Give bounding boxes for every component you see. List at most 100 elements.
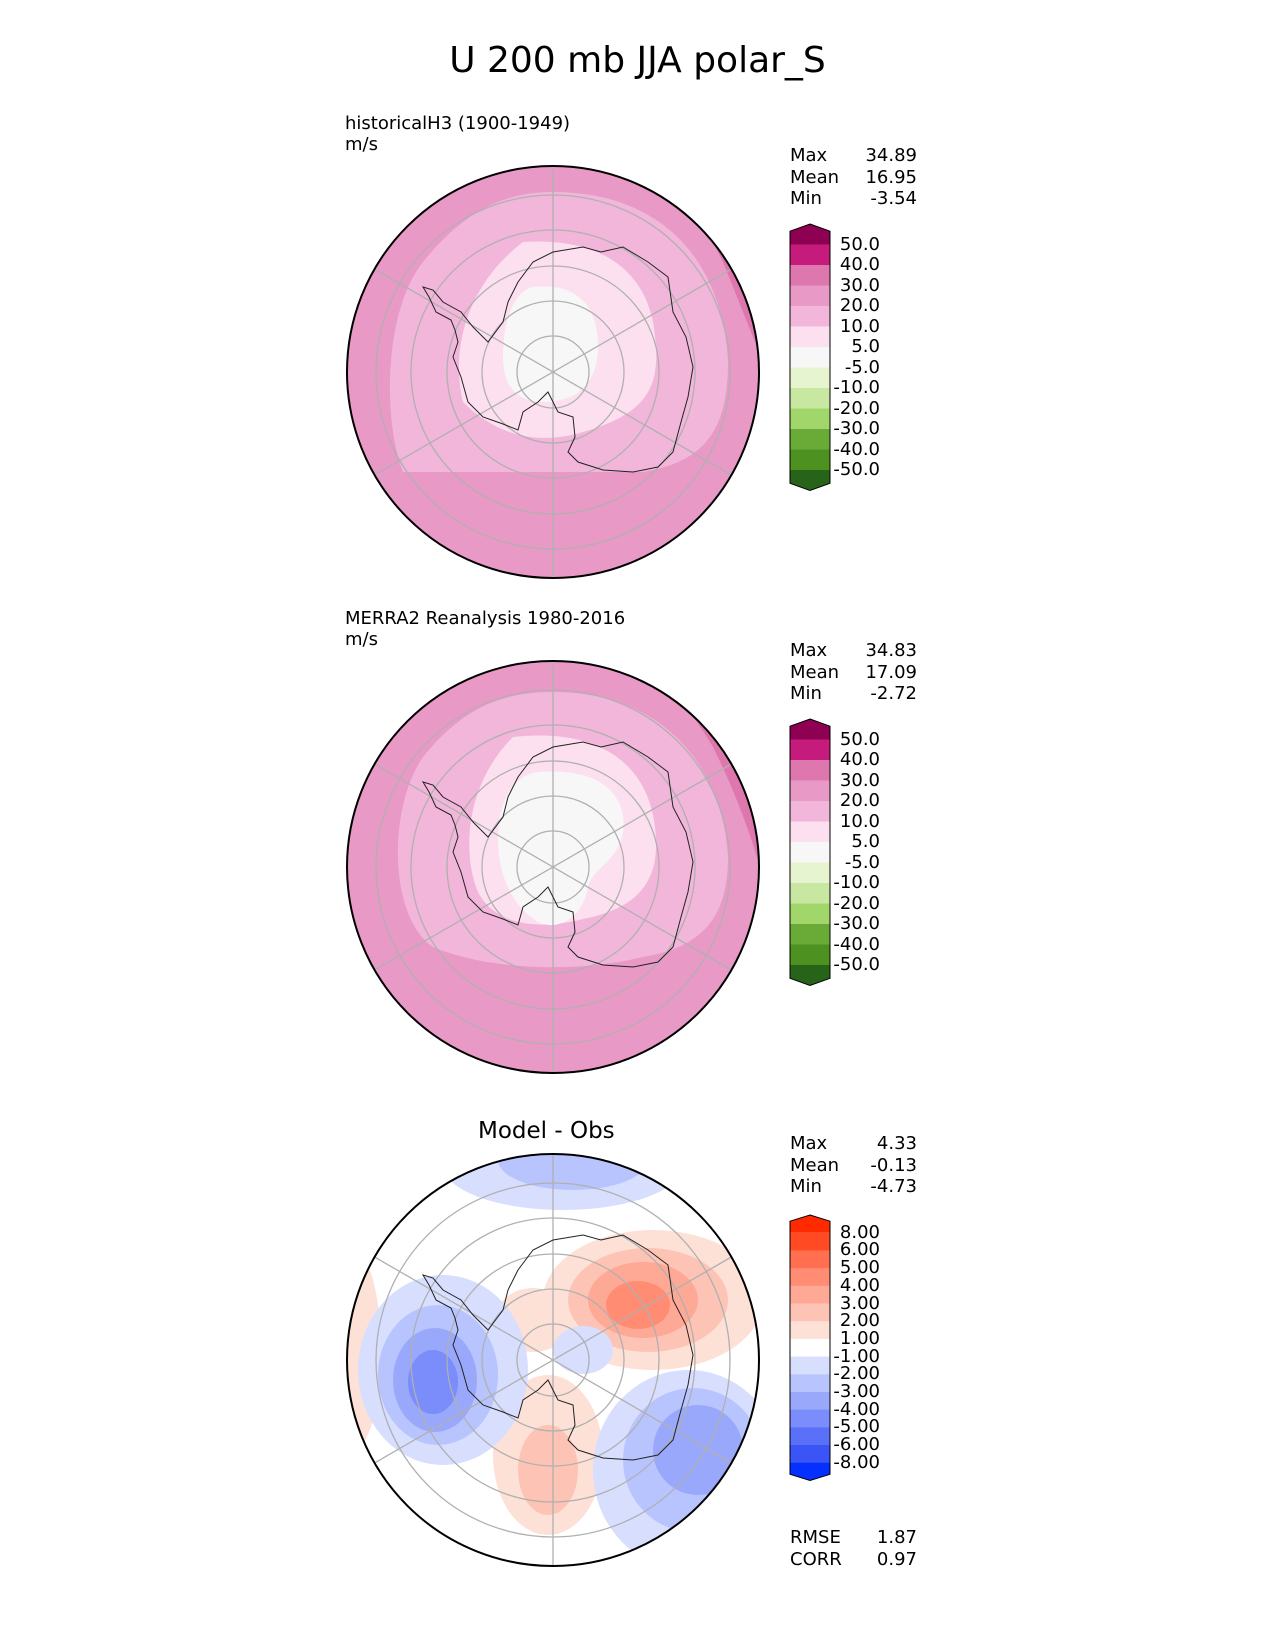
panel-3-metrics: RMSE 1.87 CORR 0.97 xyxy=(790,1527,917,1570)
colorbar-tick-label: -20.0 xyxy=(833,892,880,914)
colorbar-tick-label: -5.0 xyxy=(844,356,880,378)
colorbar-tick-label: -30.0 xyxy=(833,418,880,439)
colorbar-swatch xyxy=(790,1338,830,1358)
colorbar-tick-label: -40.0 xyxy=(833,933,880,955)
colorbar-tick-label: -30.0 xyxy=(833,913,880,934)
colorbar-swatch xyxy=(790,760,830,781)
anomaly-neg-se-3 xyxy=(653,1405,743,1495)
colorbar-swatch xyxy=(790,347,830,368)
colorbar-swatch xyxy=(790,244,830,266)
panel-2-stats: Max 34.83 Mean 17.09 Min -2.72 xyxy=(790,640,917,704)
colorbar-tick-label: 6.00 xyxy=(839,1239,880,1261)
panel-1-units: m/s xyxy=(345,134,378,155)
colorbar-tick-label: -2.00 xyxy=(833,1363,880,1385)
colorbar-swatch xyxy=(790,408,830,430)
colorbar-swatch xyxy=(790,1321,830,1340)
panel-3-colorbar xyxy=(789,1214,831,1482)
colorbar-swatch xyxy=(790,306,830,327)
coastline-antarctica xyxy=(421,1234,694,1461)
colorbar-swatch xyxy=(790,224,830,245)
colorbar-swatch xyxy=(790,265,830,286)
colorbar-swatch xyxy=(790,1268,830,1287)
colorbar-tick-label: -50.0 xyxy=(833,954,880,975)
colorbar-tick-label: 30.0 xyxy=(839,769,880,791)
map-fill-band-5 xyxy=(498,771,624,926)
coastline-antarctica xyxy=(421,741,694,968)
colorbar-tick-label: -10.0 xyxy=(833,872,880,893)
colorbar-tick-label: -50.0 xyxy=(833,459,880,480)
colorbar-swatch xyxy=(790,1409,830,1428)
panel-3-stats: Max 4.33 Mean -0.13 Min -4.73 xyxy=(790,1133,917,1197)
panel-1-map xyxy=(346,165,760,579)
colorbar-swatch xyxy=(790,1462,830,1481)
colorbar-swatch xyxy=(790,1250,830,1269)
colorbar-swatch xyxy=(790,944,830,966)
colorbar-tick-label: 2.00 xyxy=(839,1310,880,1332)
colorbar-swatch xyxy=(790,1232,830,1251)
colorbar-tick-label: -8.00 xyxy=(833,1451,880,1473)
colorbar-tick-label: -3.00 xyxy=(833,1381,880,1402)
colorbar-tick-label: -20.0 xyxy=(833,397,880,419)
colorbar-tick-label: 50.0 xyxy=(839,233,880,255)
colorbar-tick-label: -40.0 xyxy=(833,438,880,460)
colorbar-swatch xyxy=(790,285,830,307)
colorbar-swatch xyxy=(790,1392,830,1411)
colorbar-swatch xyxy=(790,326,830,348)
coastline-antarctica xyxy=(421,246,694,473)
panel-1-stats: Max 34.89 Mean 16.95 Min -3.54 xyxy=(790,145,917,209)
colorbar-tick-label: 5.00 xyxy=(839,1257,880,1279)
panel-1-name: historicalH3 (1900-1949) xyxy=(345,113,571,134)
colorbar-swatch xyxy=(790,1445,830,1464)
colorbar-tick-label: -5.00 xyxy=(833,1416,880,1438)
colorbar-tick-label: 50.0 xyxy=(839,728,880,750)
colorbar-tick-label: 40.0 xyxy=(839,254,880,275)
colorbar-tick-label: 40.0 xyxy=(839,749,880,770)
colorbar-swatch xyxy=(790,449,830,471)
colorbar-tick-label: -4.00 xyxy=(833,1398,880,1420)
panel-2-name: MERRA2 Reanalysis 1980-2016 xyxy=(345,608,626,629)
colorbar-tick-label: -10.0 xyxy=(833,377,880,398)
colorbar-tick-label: 3.00 xyxy=(839,1292,880,1314)
colorbar-outline xyxy=(789,718,831,987)
colorbar-swatch xyxy=(790,842,830,863)
anomaly-pos-ne-4 xyxy=(606,1281,670,1329)
colorbar-swatch xyxy=(790,739,830,761)
colorbar-outline xyxy=(789,223,831,492)
colorbar-swatch xyxy=(790,367,830,389)
graticule xyxy=(374,166,732,578)
panel-2-map xyxy=(346,660,760,1074)
figure-title: U 200 mb JJA polar_S xyxy=(449,40,826,81)
colorbar-swatch xyxy=(790,965,830,986)
colorbar-tick-label: 20.0 xyxy=(839,295,880,316)
colorbar-swatch xyxy=(790,388,830,409)
map-boundary xyxy=(346,165,760,579)
map-fill-band-5 xyxy=(503,286,598,402)
colorbar-swatch xyxy=(790,1285,830,1304)
colorbar-swatch xyxy=(790,862,830,884)
colorbar-swatch xyxy=(790,924,830,945)
panel-2-colorbar xyxy=(789,718,831,987)
colorbar-swatch xyxy=(790,1427,830,1446)
colorbar-tick-label: -5.0 xyxy=(844,851,880,873)
colorbar-tick-label: -1.00 xyxy=(833,1345,880,1367)
colorbar-swatch xyxy=(790,801,830,822)
colorbar-tick-label: 5.0 xyxy=(851,336,880,357)
colorbar-swatch xyxy=(790,903,830,925)
colorbar-swatch xyxy=(790,1215,830,1233)
map-boundary xyxy=(346,660,760,1074)
colorbar-swatch xyxy=(790,470,830,491)
colorbar-tick-label: 20.0 xyxy=(839,790,880,811)
colorbar-tick-label: 8.00 xyxy=(839,1221,880,1243)
colorbar-swatch xyxy=(790,883,830,904)
colorbar-swatch xyxy=(790,780,830,802)
colorbar-tick-label: 10.0 xyxy=(839,810,880,832)
colorbar-tick-label: -6.00 xyxy=(833,1434,880,1456)
colorbar-swatch xyxy=(790,429,830,450)
anomaly-neg-center xyxy=(553,1326,613,1374)
panel-3-map xyxy=(346,1153,760,1567)
colorbar-outline xyxy=(789,1214,831,1482)
colorbar-tick-label: 10.0 xyxy=(839,315,880,337)
anomaly-neg-top-core xyxy=(498,1154,648,1190)
colorbar-swatch xyxy=(790,821,830,843)
colorbar-tick-label: 4.00 xyxy=(839,1274,880,1296)
